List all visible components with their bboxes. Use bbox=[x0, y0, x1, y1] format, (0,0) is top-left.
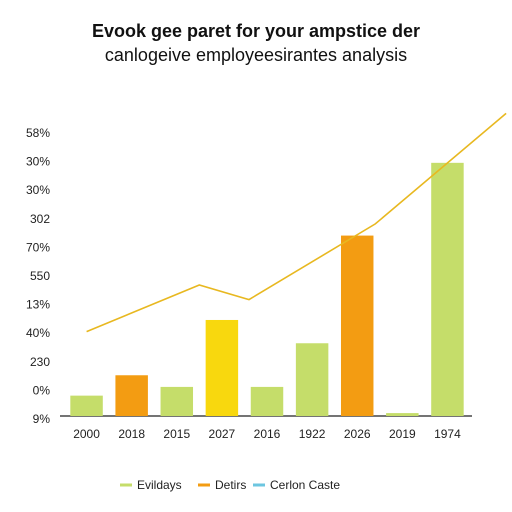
bar bbox=[70, 395, 103, 416]
y-axis-ticks: 58% 30% 30% 302 70% 550 13% 40% 230 0% 9% bbox=[26, 126, 50, 426]
bar bbox=[250, 386, 284, 416]
legend: Evildays Detirs Cerlon Caste bbox=[120, 478, 340, 492]
bars bbox=[70, 162, 464, 416]
y-tick-label: 30% bbox=[26, 183, 50, 197]
x-tick-label: 2019 bbox=[389, 427, 416, 441]
legend-label: Detirs bbox=[215, 478, 246, 492]
chart-title-line-2: canlogeive employeesir­antes analysis bbox=[104, 45, 408, 65]
y-tick-label: 550 bbox=[30, 269, 50, 283]
x-tick-label: 2015 bbox=[163, 427, 190, 441]
bar bbox=[386, 413, 419, 416]
x-tick-label: 2018 bbox=[118, 427, 145, 441]
y-tick-label: 230 bbox=[30, 355, 50, 369]
x-tick-label: 1974 bbox=[434, 427, 461, 441]
x-tick-label: 2026 bbox=[344, 427, 371, 441]
x-tick-label: 2027 bbox=[209, 427, 236, 441]
y-tick-label: 70% bbox=[26, 240, 50, 254]
y-tick-label: 30% bbox=[26, 155, 50, 169]
bar bbox=[205, 319, 239, 416]
y-tick-label: 0% bbox=[33, 383, 51, 397]
bar bbox=[340, 235, 374, 416]
legend-label: Cerlon Caste bbox=[270, 478, 340, 492]
y-tick-label: 58% bbox=[26, 126, 50, 140]
x-axis-ticks: 2000 2018 2015 2027 2016 1922 2026 2019 1974 bbox=[73, 427, 461, 441]
legend-label: Evildays bbox=[137, 478, 182, 492]
x-tick-label: 1922 bbox=[299, 427, 326, 441]
bar bbox=[431, 162, 464, 416]
y-tick-label: 40% bbox=[26, 326, 50, 340]
bar bbox=[115, 375, 148, 416]
chart-title-line-1: Evook gee paret for your ampstice der bbox=[91, 21, 421, 41]
trend-line bbox=[86, 112, 507, 333]
y-tick-label: 13% bbox=[26, 298, 50, 312]
bar bbox=[295, 343, 329, 416]
y-tick-label: 9% bbox=[33, 412, 51, 426]
y-tick-label: 302 bbox=[30, 212, 50, 226]
bar bbox=[160, 386, 194, 416]
x-tick-label: 2016 bbox=[254, 427, 281, 441]
x-tick-label: 2000 bbox=[73, 427, 100, 441]
